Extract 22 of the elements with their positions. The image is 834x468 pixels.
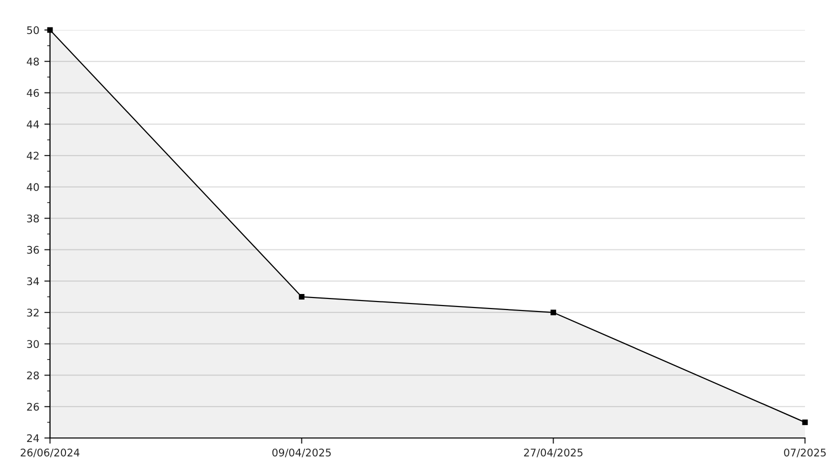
y-tick-label: 24 — [27, 434, 39, 442]
y-tick-label: 32 — [27, 308, 39, 317]
point — [47, 27, 53, 33]
y-tick-label: 48 — [26, 58, 39, 66]
y-tick-label: 28 — [27, 371, 39, 380]
y-tick-label: 26 — [27, 402, 39, 411]
x-tick-label: 09/04/2025 — [272, 448, 331, 458]
y-tick-label: 38 — [27, 214, 39, 222]
y-tick-label: 40 — [26, 183, 39, 192]
point — [550, 310, 556, 316]
y-tick-label: 44 — [26, 120, 39, 128]
point — [802, 420, 808, 426]
y-tick-label: 46 — [26, 88, 39, 97]
x-tick-label: 27/04/2025 — [524, 448, 582, 458]
y-tick-label: 42 — [26, 152, 39, 160]
y-tick-label: 30 — [27, 340, 39, 348]
x-tick-label: 07/2025 — [784, 448, 826, 458]
y-tick-label: 34 — [27, 277, 39, 286]
x-tick-label: 26/06/2024 — [20, 448, 80, 458]
y-tick-label: 50 — [27, 26, 39, 34]
point — [298, 294, 304, 300]
y-tick-label: 36 — [27, 246, 39, 254]
